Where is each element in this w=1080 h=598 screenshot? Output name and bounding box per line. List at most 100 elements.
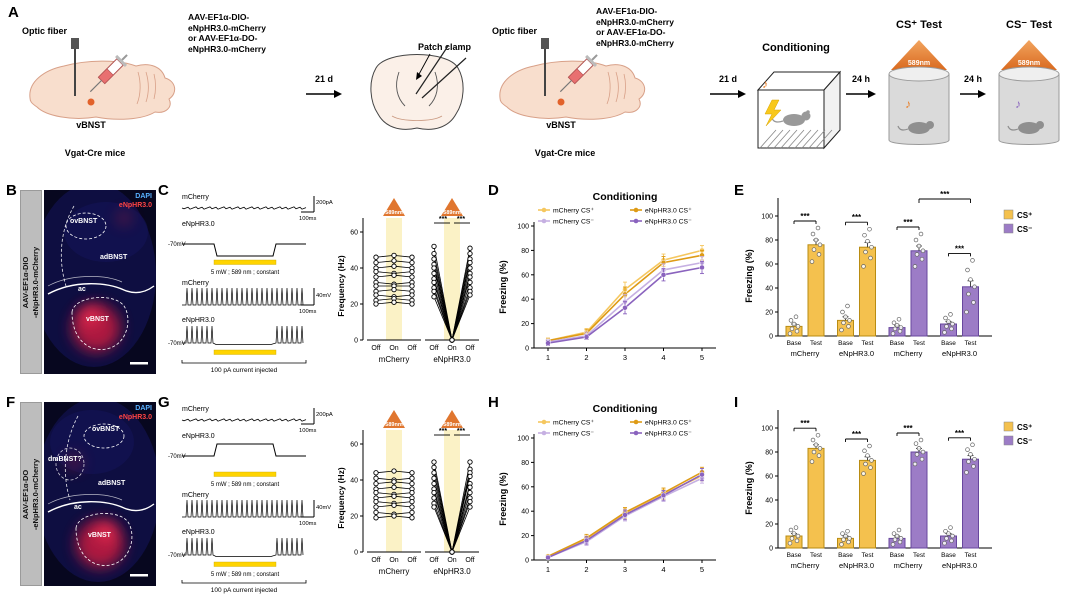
svg-text:60: 60: [521, 484, 529, 491]
svg-text:-70mV: -70mV: [168, 341, 186, 347]
svg-text:CS⁻: CS⁻: [1017, 225, 1032, 234]
firing-frequency-plot-dio: 0 20 40 60 Frequency (Hz) 589nm Off On Off mCherr…: [336, 198, 479, 364]
mouse-head: [926, 121, 934, 129]
svg-text:Freezing (%): Freezing (%): [744, 249, 754, 303]
cs-plus-test-title: CS⁺ Test: [896, 19, 942, 31]
svg-text:100ms: 100ms: [299, 309, 317, 315]
mouse-tail: [1007, 125, 1019, 131]
mice-label-right: Vgat-Cre mice: [534, 148, 596, 158]
svg-text:***: ***: [800, 212, 810, 221]
svg-text:Frequency (Hz): Frequency (Hz): [336, 255, 346, 317]
light-cone-icon: [1001, 40, 1057, 70]
svg-text:-70mV: -70mV: [168, 553, 186, 559]
svg-text:589nm: 589nm: [385, 210, 403, 216]
svg-text:eNpHR3.0: eNpHR3.0: [433, 567, 471, 576]
svg-text:mCherry: mCherry: [182, 280, 209, 287]
svg-text:eNpHR3.0 CS⁺: eNpHR3.0 CS⁺: [645, 420, 692, 427]
svg-text:Off: Off: [465, 557, 474, 564]
svg-text:100 pA current injected: 100 pA current injected: [211, 367, 278, 374]
svg-text:***: ***: [852, 430, 862, 439]
mouse-tail: [897, 125, 909, 131]
mouse-ear: [806, 110, 810, 114]
svg-text:eNpHR3.0: eNpHR3.0: [942, 561, 977, 570]
svg-text:60: 60: [765, 474, 773, 481]
arrow-right-icon: [306, 90, 342, 98]
svg-text:eNpHR3.0: eNpHR3.0: [839, 561, 874, 570]
svg-text:Test: Test: [965, 340, 977, 347]
svg-text:mCherry: mCherry: [894, 561, 923, 570]
cylinder-body: [998, 74, 1060, 145]
svg-text:1: 1: [546, 353, 550, 362]
svg-text:Freezing (%): Freezing (%): [498, 260, 508, 314]
fiber-ferrule: [541, 38, 549, 49]
panel-label-i: I: [734, 394, 739, 411]
svg-text:Test: Test: [862, 340, 874, 347]
scale-bar: [130, 362, 148, 365]
vbnst-target-dot: [87, 98, 95, 106]
svg-text:***: ***: [457, 216, 465, 223]
virus-label-left: AAV-EF1α-DIO- eNpHR3.0-mCherry or AAV-EF…: [188, 12, 266, 54]
svg-text:***: ***: [955, 429, 965, 438]
svg-text:eNpHR3.0 CS⁻: eNpHR3.0 CS⁻: [645, 431, 692, 438]
cylinder-body: [888, 74, 950, 145]
svg-text:60: 60: [521, 272, 529, 279]
virus-label-right: AAV-EF1α-DIO- eNpHR3.0-mCherry or AAV-EF…: [596, 6, 674, 48]
fluorescence-image-dio: DAPI eNpHR3.0 ovBNST adBNST ac vBNST: [44, 190, 156, 374]
svg-text:40mV: 40mV: [316, 505, 331, 511]
svg-text:40: 40: [765, 498, 773, 505]
svg-text:40: 40: [350, 478, 358, 485]
freezing-bar-chart-do: 0 20 40 60 80 100 Freezing (%) Base Test mCherry *…: [744, 410, 1032, 570]
svg-text:5: 5: [700, 353, 704, 362]
svg-text:Conditioning: Conditioning: [593, 191, 658, 203]
svg-text:60: 60: [350, 230, 358, 237]
region-label-dmbnst: dmBNST?: [48, 456, 82, 463]
syringe-icon: [559, 54, 598, 93]
virus-sidebar-dio: AAV-EF1α-DIO -eNpHR3.0-mCherry: [20, 190, 42, 374]
brain-sagittal-shape: [29, 60, 176, 120]
arrow-right-icon: [960, 90, 986, 98]
svg-text:***: ***: [940, 190, 950, 199]
svg-text:Frequency (Hz): Frequency (Hz): [336, 467, 346, 529]
svg-text:20: 20: [521, 533, 529, 540]
svg-text:Off: Off: [429, 557, 438, 564]
svg-text:100: 100: [517, 436, 529, 443]
svg-text:200pA: 200pA: [316, 412, 333, 418]
svg-text:CS⁺: CS⁺: [1017, 211, 1032, 220]
panel-label-e: E: [734, 182, 745, 199]
svg-text:***: ***: [457, 428, 465, 435]
panel-label-h: H: [488, 394, 499, 411]
svg-text:Base: Base: [787, 552, 802, 559]
svg-text:0: 0: [769, 546, 773, 553]
svg-text:CS⁻: CS⁻: [1017, 437, 1032, 446]
svg-text:5 mW ; 589 nm ; constant: 5 mW ; 589 nm ; constant: [211, 572, 280, 578]
svg-text:40: 40: [765, 286, 773, 293]
fiber-ferrule: [71, 38, 79, 49]
svg-text:On: On: [447, 557, 456, 564]
vbnst-target-dot: [557, 98, 565, 106]
svg-text:Off: Off: [407, 345, 416, 352]
arrow-right-icon: [846, 90, 876, 98]
beam-wavelength-label: 589nm: [908, 60, 930, 67]
svg-text:Off: Off: [371, 557, 380, 564]
svg-text:589nm: 589nm: [443, 422, 461, 428]
svg-text:mCherry CS⁻: mCherry CS⁻: [553, 219, 594, 226]
delay-21d-left: 21 d: [314, 74, 333, 84]
svg-text:4: 4: [661, 565, 665, 574]
svg-text:Off: Off: [429, 345, 438, 352]
svg-text:100: 100: [517, 224, 529, 231]
svg-text:***: ***: [903, 424, 913, 433]
svg-text:mCherry: mCherry: [182, 492, 209, 499]
ephys-traces-do: mCherry 200pA 100ms eNpHR3.0 -70mV 5 mW ; 589…: [168, 406, 333, 594]
region-label-ovbnst: ovBNST: [70, 218, 98, 225]
svg-text:-70mV: -70mV: [168, 242, 186, 248]
svg-text:Off: Off: [407, 557, 416, 564]
mouse-head: [1036, 121, 1044, 129]
svg-text:Base: Base: [941, 340, 956, 347]
svg-text:Freezing (%): Freezing (%): [498, 472, 508, 526]
svg-text:80: 80: [521, 460, 529, 467]
patch-pipette-1: [415, 45, 449, 95]
svg-text:20: 20: [521, 321, 529, 328]
mice-label-left: Vgat-Cre mice: [64, 148, 126, 158]
svg-text:40: 40: [521, 509, 529, 516]
